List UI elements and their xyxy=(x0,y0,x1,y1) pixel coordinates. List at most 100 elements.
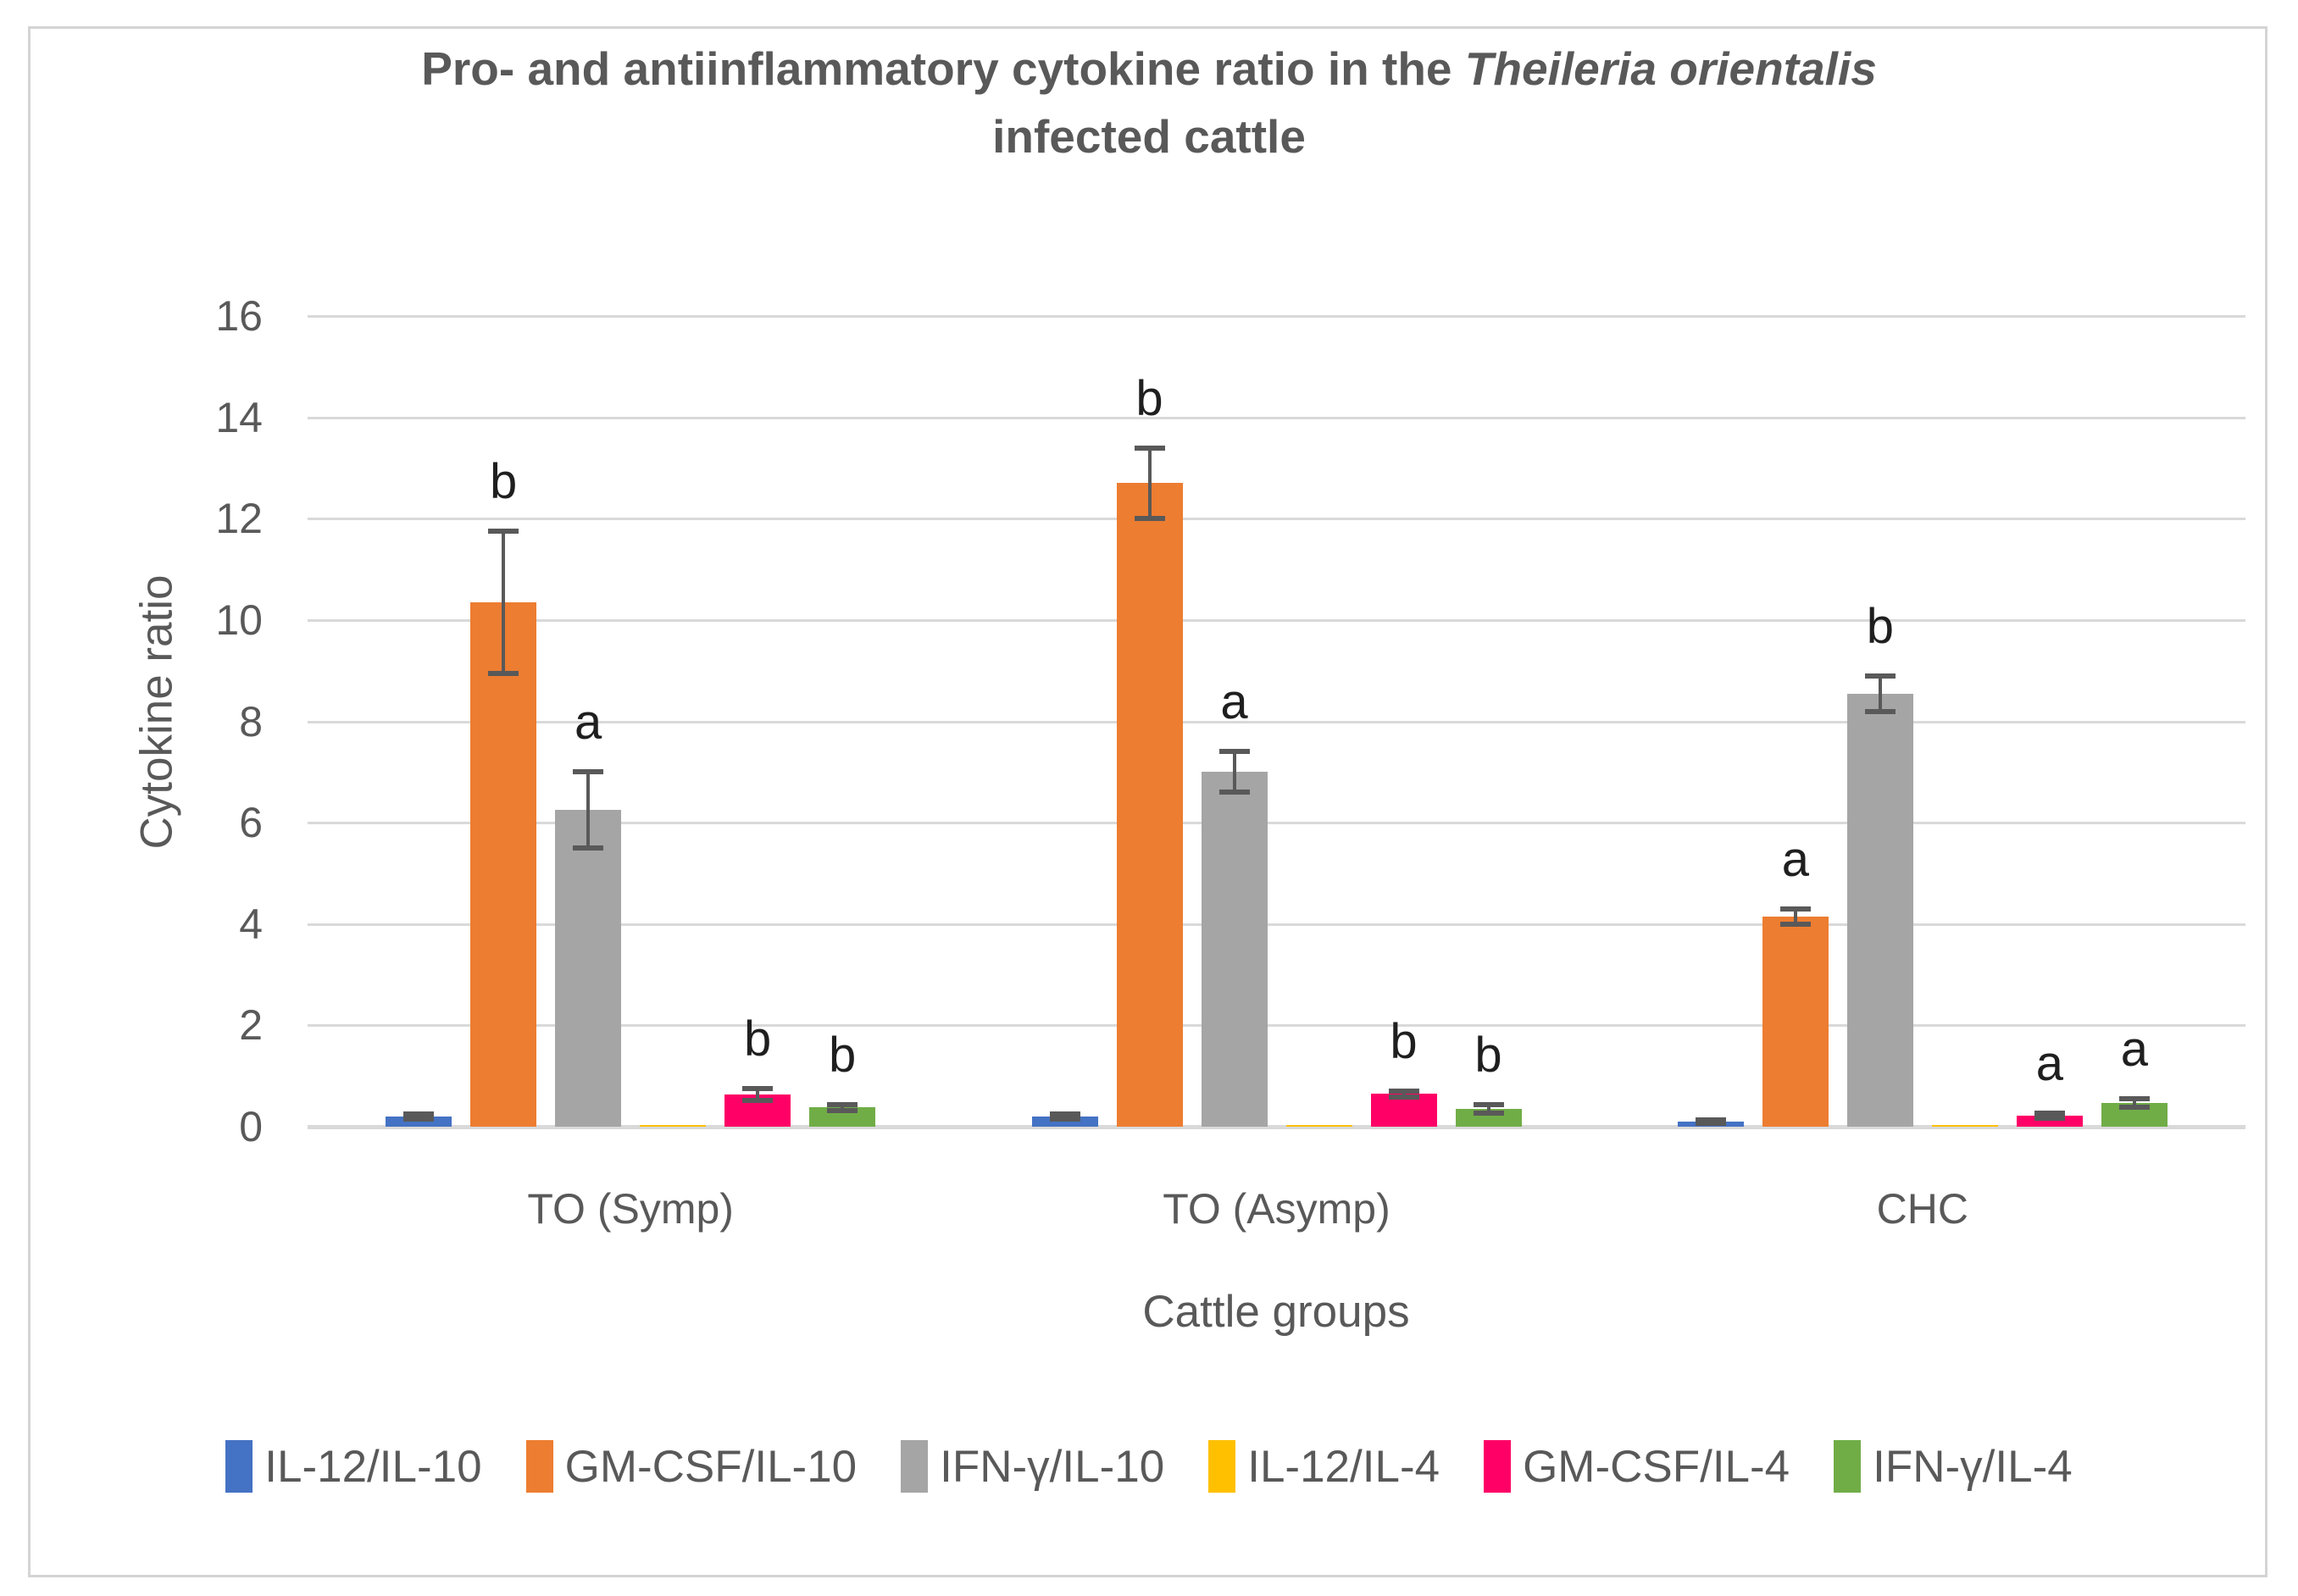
x-tick-label-TO (Asymp): TO (Asymp) xyxy=(1163,1185,1390,1233)
error-cap-bottom-IFN-γ/IL-4-TO (Symp) xyxy=(827,1107,858,1113)
error-cap-bottom-IL-12/IL-10-TO (Symp) xyxy=(403,1117,435,1122)
bar-GM-CSF/IL-10-CHC xyxy=(1762,916,1829,1127)
error-bar-IFN-γ/IL-4-TO (Asymp) xyxy=(1486,1105,1490,1113)
significance-letter-GM-CSF/IL-4-TO (Symp): b xyxy=(744,1011,772,1067)
bar-GM-CSF/IL-4-CHC xyxy=(2016,1115,2083,1127)
error-cap-top-GM-CSF/IL-10-TO (Symp) xyxy=(488,529,519,535)
error-cap-bottom-IFN-γ/IL-4-CHC xyxy=(2118,1104,2150,1110)
legend-label-IFN-γ/IL-10: IFN-γ/IL-10 xyxy=(940,1441,1165,1492)
significance-letter-GM-CSF/IL-4-TO (Asymp): b xyxy=(1390,1013,1418,1069)
plot-area xyxy=(308,315,2245,1129)
error-cap-bottom-IFN-γ/IL-10-TO (Asymp) xyxy=(1218,790,1250,795)
legend-label-IL-12/IL-4: IL-12/IL-4 xyxy=(1247,1441,1440,1492)
legend-label-IFN-γ/IL-4: IFN-γ/IL-4 xyxy=(1873,1441,2073,1492)
legend-swatch-IFN-γ/IL-10 xyxy=(901,1440,929,1493)
legend-item-GM-CSF/IL-4: GM-CSF/IL-4 xyxy=(1484,1440,1790,1493)
gridline-y-4 xyxy=(308,923,2245,926)
bar-IL-12/IL-4-CHC xyxy=(1931,1125,1998,1127)
error-cap-top-GM-CSF/IL-4-TO (Symp) xyxy=(742,1086,774,1092)
error-cap-bottom-IL-12/IL-10-TO (Asymp) xyxy=(1049,1117,1080,1122)
legend-item-GM-CSF/IL-10: GM-CSF/IL-10 xyxy=(525,1440,858,1493)
error-bar-IFN-γ/IL-10-TO (Asymp) xyxy=(1232,751,1236,793)
error-cap-bottom-GM-CSF/IL-4-CHC xyxy=(2034,1115,2065,1121)
y-tick-label-6: 6 xyxy=(239,799,263,847)
y-tick-label-4: 4 xyxy=(239,900,263,948)
chart-title-italic-text: Theileria orientalis xyxy=(1464,42,1877,95)
gridline-y-6 xyxy=(308,822,2245,825)
gridline-y-10 xyxy=(308,618,2245,622)
error-bar-GM-CSF/IL-10-CHC xyxy=(1793,908,1797,924)
error-cap-bottom-GM-CSF/IL-10-TO (Asymp) xyxy=(1134,516,1165,522)
significance-letter-IFN-γ/IL-10-CHC: b xyxy=(1866,598,1894,654)
y-tick-label-16: 16 xyxy=(215,292,263,340)
significance-letter-GM-CSF/IL-10-TO (Asymp): b xyxy=(1135,370,1163,426)
error-cap-top-IL-12/IL-10-TO (Asymp) xyxy=(1049,1111,1080,1117)
y-tick-label-2: 2 xyxy=(239,1001,263,1050)
gridline-y-12 xyxy=(308,518,2245,521)
gridline-y-8 xyxy=(308,720,2245,723)
error-cap-top-IFN-γ/IL-4-TO (Symp) xyxy=(827,1101,858,1107)
error-bar-GM-CSF/IL-10-TO (Asymp) xyxy=(1147,447,1152,519)
legend-item-IL-12/IL-10: IL-12/IL-10 xyxy=(225,1440,482,1493)
legend-label-GM-CSF/IL-4: GM-CSF/IL-4 xyxy=(1523,1441,1790,1492)
gridline-y-16 xyxy=(308,315,2245,318)
bar-IFN-γ/IL-10-TO (Symp) xyxy=(555,810,622,1127)
bar-GM-CSF/IL-10-TO (Asymp) xyxy=(1116,483,1183,1127)
y-tick-label-14: 14 xyxy=(215,393,263,441)
legend-swatch-GM-CSF/IL-4 xyxy=(1484,1440,1512,1493)
significance-letter-IFN-γ/IL-4-TO (Symp): b xyxy=(829,1027,857,1083)
error-bar-IFN-γ/IL-4-CHC xyxy=(2132,1099,2136,1107)
bar-IFN-γ/IL-10-TO (Asymp) xyxy=(1201,772,1268,1127)
legend: IL-12/IL-10 GM-CSF/IL-10 IFN-γ/IL-10 IL-12/… xyxy=(31,1440,2267,1493)
error-cap-top-IFN-γ/IL-4-CHC xyxy=(2118,1096,2150,1102)
error-cap-bottom-GM-CSF/IL-4-TO (Asymp) xyxy=(1388,1094,1419,1100)
significance-letter-GM-CSF/IL-10-CHC: a xyxy=(1781,831,1809,887)
y-tick-label-0: 0 xyxy=(239,1103,263,1150)
legend-label-IL-12/IL-10: IL-12/IL-10 xyxy=(264,1441,482,1492)
chart-title-text: Pro- and antiinflammatory cytokine ratio… xyxy=(421,42,1465,95)
chart-title: Pro- and antiinflammatory cytokine ratio… xyxy=(0,36,2298,171)
y-tick-label-8: 8 xyxy=(239,697,263,745)
significance-letter-GM-CSF/IL-10-TO (Symp): b xyxy=(490,454,518,510)
error-bar-GM-CSF/IL-4-TO (Asymp) xyxy=(1402,1090,1406,1097)
error-cap-bottom-GM-CSF/IL-4-TO (Symp) xyxy=(742,1098,774,1104)
bar-IL-12/IL-4-TO (Symp) xyxy=(640,1125,707,1127)
error-cap-top-IFN-γ/IL-10-TO (Asymp) xyxy=(1218,749,1250,755)
x-axis-title: Cattle groups xyxy=(1142,1287,1410,1337)
error-cap-top-IL-12/IL-10-TO (Symp) xyxy=(403,1111,435,1117)
gridline-y-0 xyxy=(308,1125,2245,1129)
bar-IL-12/IL-4-TO (Asymp) xyxy=(1285,1125,1352,1127)
error-cap-bottom-GM-CSF/IL-10-CHC xyxy=(1779,921,1811,927)
x-tick-label-CHC: CHC xyxy=(1876,1185,1968,1233)
error-bar-GM-CSF/IL-4-TO (Symp) xyxy=(756,1089,760,1101)
error-cap-top-IFN-γ/IL-10-CHC xyxy=(1864,673,1896,679)
bar-IFN-γ/IL-4-TO (Asymp) xyxy=(1455,1109,1522,1127)
error-cap-top-IL-12/IL-10-CHC xyxy=(1695,1117,1726,1122)
gridline-y-2 xyxy=(308,1024,2245,1028)
legend-item-IFN-γ/IL-10: IFN-γ/IL-10 xyxy=(901,1440,1164,1493)
legend-swatch-GM-CSF/IL-10 xyxy=(525,1440,553,1493)
significance-letter-IFN-γ/IL-4-TO (Asymp): b xyxy=(1474,1028,1502,1083)
bar-GM-CSF/IL-10-TO (Symp) xyxy=(470,601,537,1127)
error-bar-IFN-γ/IL-10-TO (Symp) xyxy=(586,772,591,849)
significance-letter-IFN-γ/IL-10-TO (Symp): a xyxy=(574,695,602,751)
significance-letter-GM-CSF/IL-4-CHC: a xyxy=(2035,1035,2063,1091)
significance-letter-IFN-γ/IL-10-TO (Asymp): a xyxy=(1220,674,1248,730)
error-cap-bottom-GM-CSF/IL-10-TO (Symp) xyxy=(488,670,519,676)
x-tick-label-TO (Symp): TO (Symp) xyxy=(527,1185,734,1233)
error-cap-top-GM-CSF/IL-4-TO (Asymp) xyxy=(1388,1088,1419,1094)
error-cap-top-GM-CSF/IL-4-CHC xyxy=(2034,1110,2065,1116)
error-bar-IFN-γ/IL-10-CHC xyxy=(1878,675,1882,712)
error-cap-bottom-IFN-γ/IL-10-TO (Symp) xyxy=(573,845,604,851)
error-cap-bottom-IFN-γ/IL-10-CHC xyxy=(1864,708,1896,714)
bar-IFN-γ/IL-10-CHC xyxy=(1846,693,1913,1127)
significance-letter-IFN-γ/IL-4-CHC: a xyxy=(2120,1022,2148,1078)
chart-title-line2: infected cattle xyxy=(992,109,1306,163)
y-tick-label-12: 12 xyxy=(215,495,263,543)
legend-label-GM-CSF/IL-10: GM-CSF/IL-10 xyxy=(564,1441,858,1492)
legend-item-IL-12/IL-4: IL-12/IL-4 xyxy=(1208,1440,1440,1493)
error-cap-top-GM-CSF/IL-10-TO (Asymp) xyxy=(1134,445,1165,451)
y-tick-label-10: 10 xyxy=(215,596,263,644)
error-bar-IFN-γ/IL-4-TO (Symp) xyxy=(841,1104,845,1111)
